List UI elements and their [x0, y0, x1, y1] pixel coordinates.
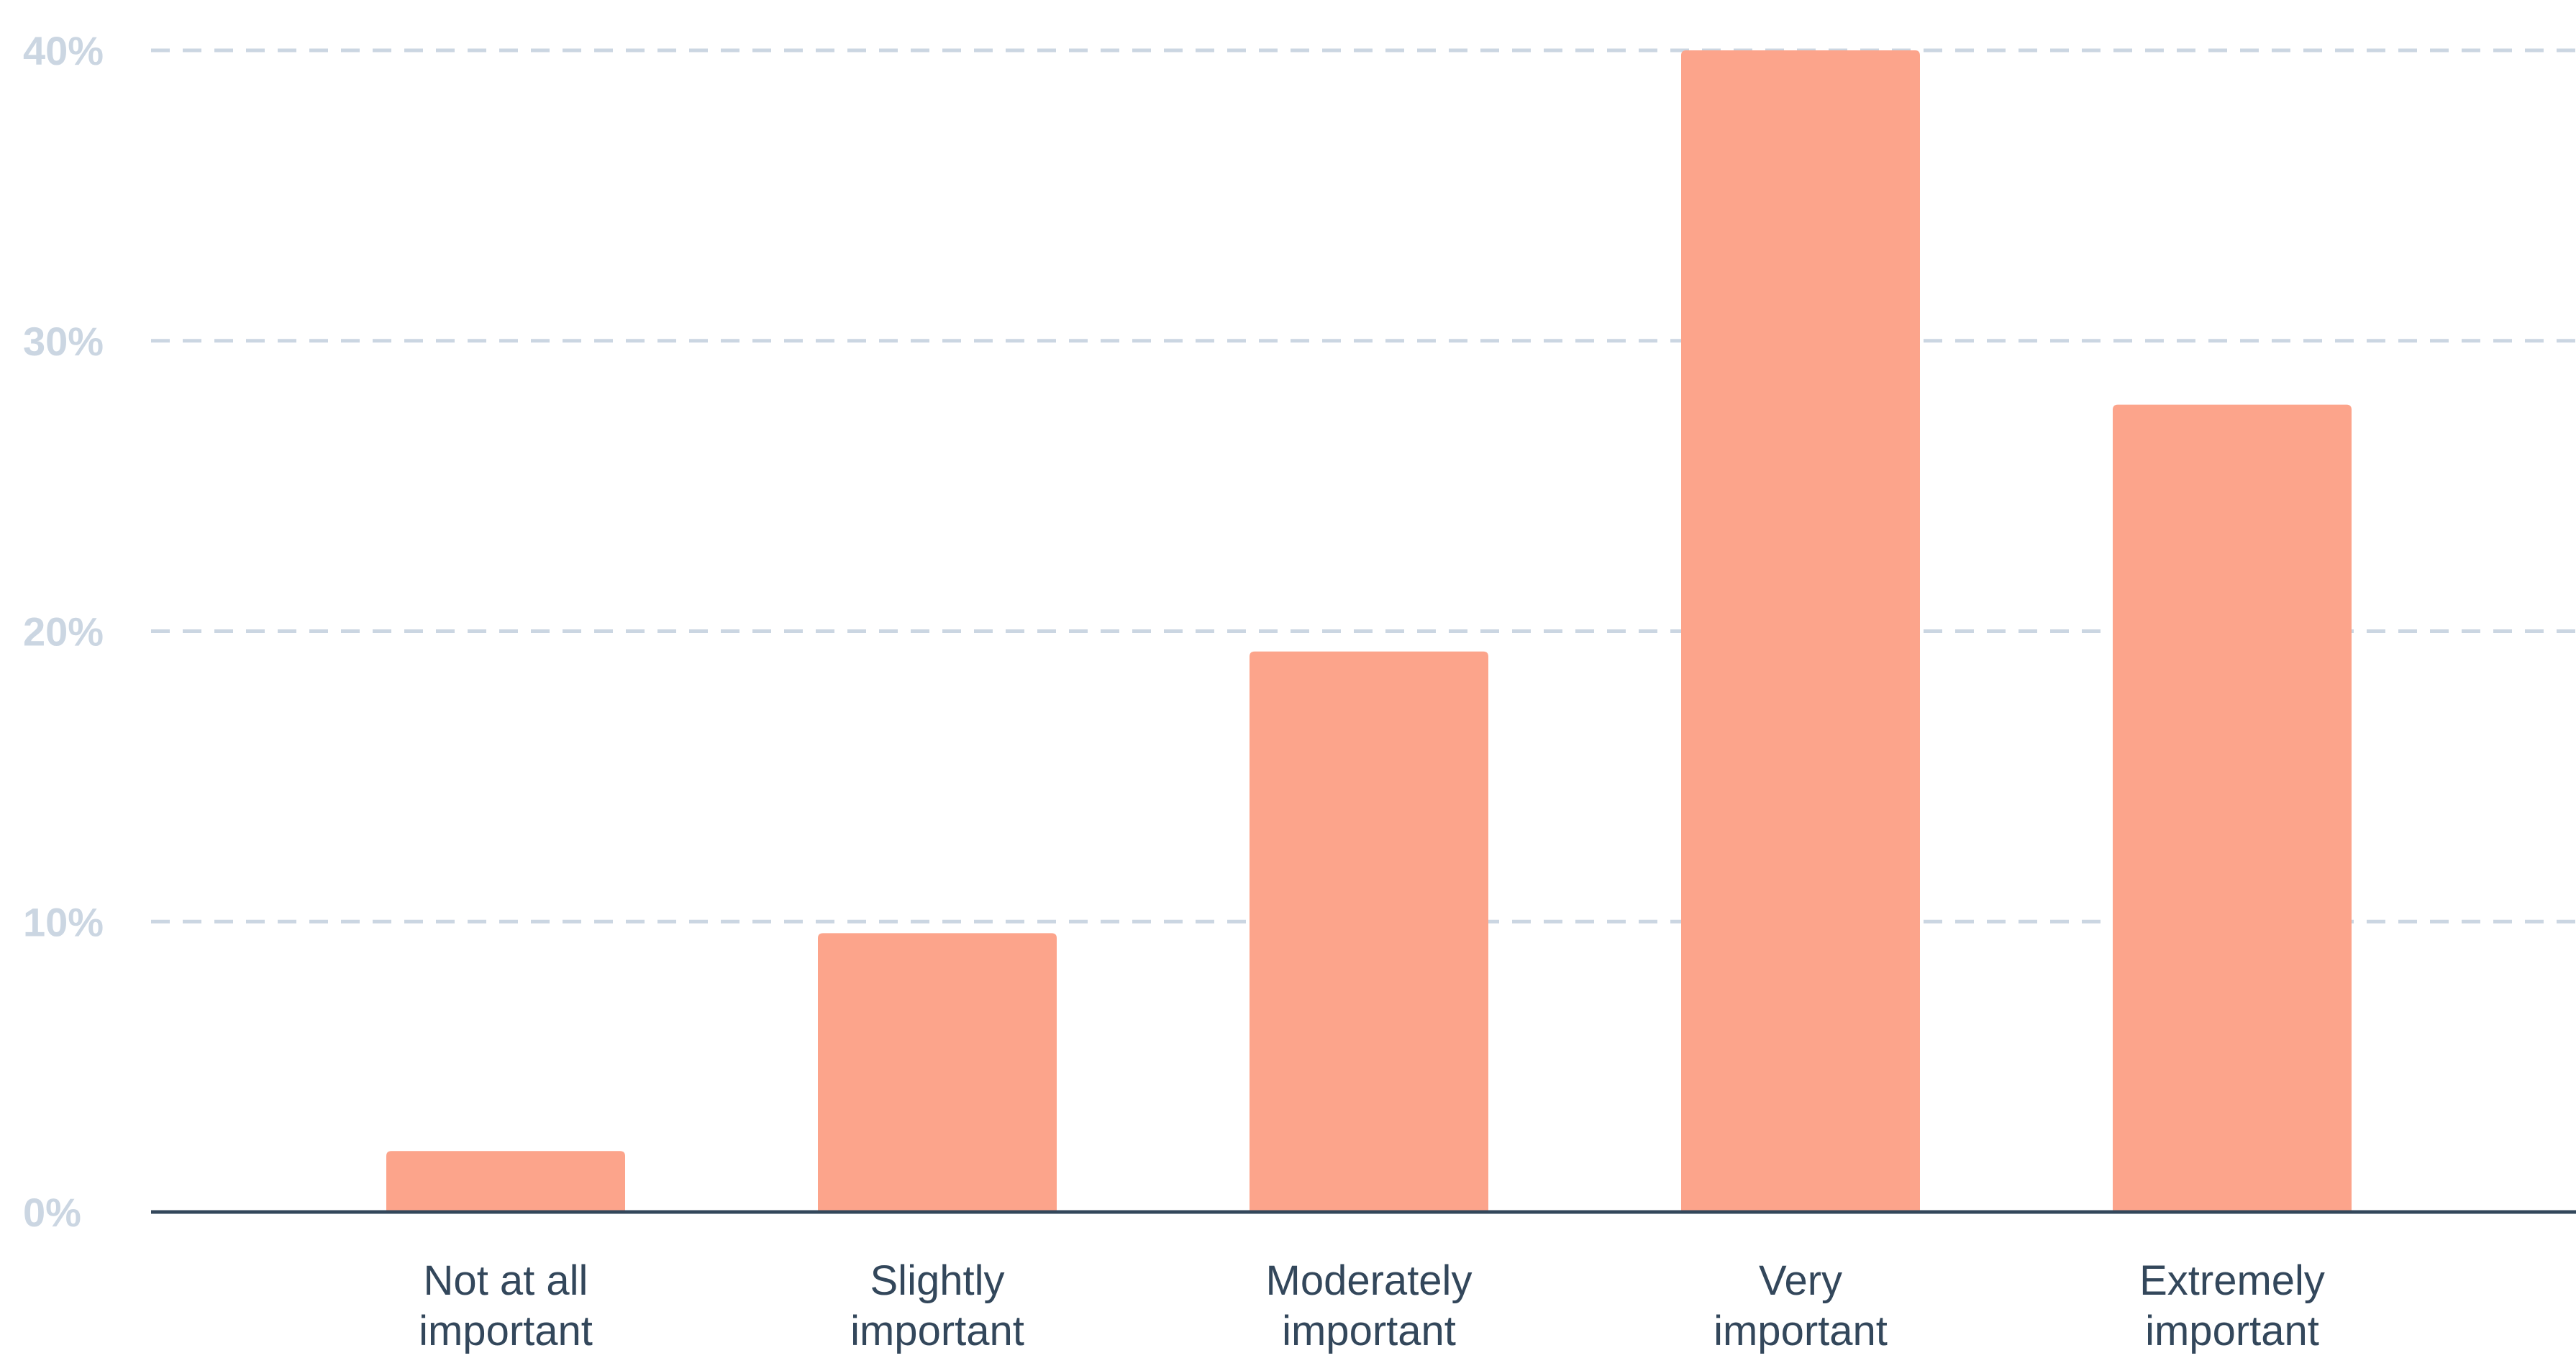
category-label-line: important	[850, 1308, 1024, 1354]
category-label-line: Slightly	[870, 1257, 1005, 1304]
y-tick-labels: 0% 10% 20% 30% 40%	[23, 28, 104, 1235]
category-label-line: important	[419, 1308, 593, 1354]
category-label-line: Not at all	[424, 1257, 588, 1304]
bar-1	[818, 933, 1057, 1212]
category-label-line: Very	[1759, 1257, 1842, 1304]
category-label-line: Moderately	[1266, 1257, 1473, 1304]
bar-2	[1250, 651, 1488, 1212]
y-tick-label-20: 20%	[23, 609, 104, 655]
bars	[386, 50, 2352, 1213]
y-tick-label-10: 10%	[23, 899, 104, 944]
bar-4	[2113, 404, 2352, 1213]
bar-0	[386, 1151, 625, 1212]
y-tick-label-30: 30%	[23, 319, 104, 364]
category-label-line: Extremely	[2139, 1257, 2325, 1304]
category-label-line: important	[1282, 1308, 1456, 1354]
category-label-3: Very important	[1713, 1257, 1888, 1354]
category-label-4: Extremely important	[2139, 1257, 2325, 1354]
bar-3	[1681, 50, 1920, 1212]
y-tick-label-0: 0%	[23, 1190, 81, 1235]
category-label-2: Moderately important	[1266, 1257, 1473, 1354]
category-label-line: important	[1713, 1308, 1888, 1354]
category-label-1: Slightly important	[850, 1257, 1024, 1354]
y-tick-label-40: 40%	[23, 28, 104, 73]
category-label-0: Not at all important	[419, 1257, 593, 1354]
category-label-line: important	[2145, 1308, 2319, 1354]
